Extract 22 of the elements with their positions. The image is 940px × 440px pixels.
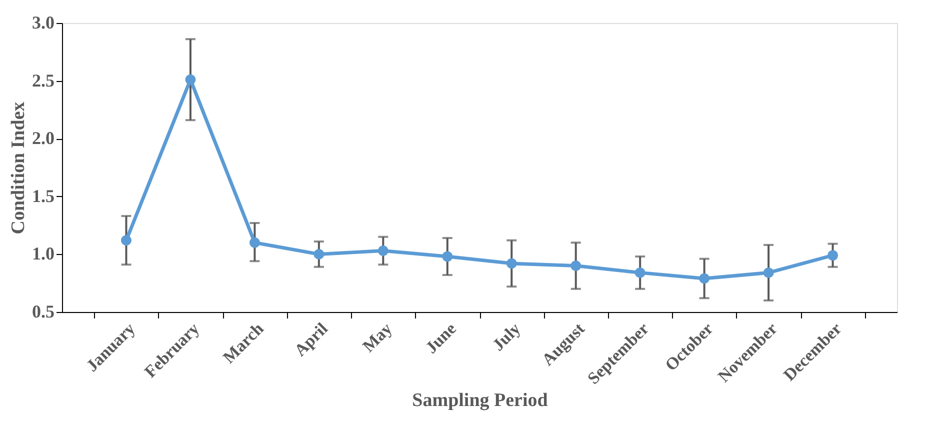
y-tick-label: 2.0 [32,128,54,148]
point [570,260,582,271]
point [634,267,646,278]
x-tick-label: May [358,318,396,356]
point [699,273,710,284]
y-axis-title: Condition Index [8,101,29,234]
point [442,251,453,262]
x-tick-label: July [488,318,524,355]
point [763,267,774,278]
point [185,74,196,85]
point [506,258,517,269]
y-tick-label: 2.5 [32,70,54,90]
y-tick-label: 1.5 [32,186,54,206]
point [120,235,132,246]
x-axis-title: Sampling Period [412,390,548,412]
point [828,250,838,261]
point [314,248,324,260]
y-tick-label: 1.0 [32,244,54,264]
point [249,237,260,248]
point [378,246,388,256]
y-tick-label: 0.5 [32,302,54,322]
y-tick-label: 3.0 [32,12,54,32]
